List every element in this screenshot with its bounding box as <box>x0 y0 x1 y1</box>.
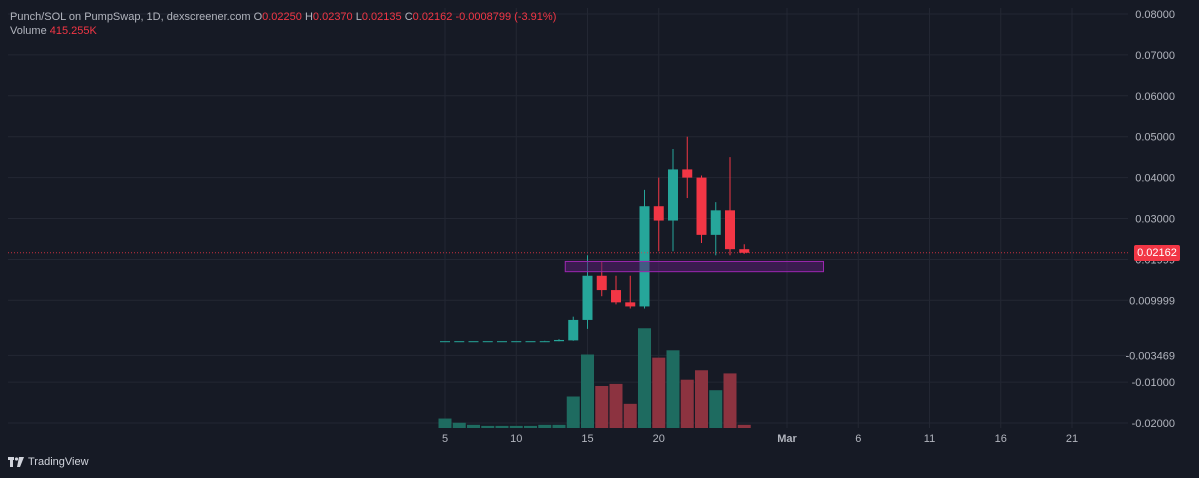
volume-bar <box>623 403 637 428</box>
volume-bar <box>509 425 523 428</box>
x-tick-label: 5 <box>442 433 448 445</box>
y-tick-label: 0.07000 <box>1135 50 1175 62</box>
y-tick-label: -0.01000 <box>1132 377 1175 389</box>
y-tick-label: -0.02000 <box>1132 418 1175 430</box>
x-tick-label: Mar <box>777 433 797 445</box>
x-tick-label: 11 <box>924 433 935 445</box>
candle-body <box>682 169 693 178</box>
volume-line: Volume 415.255K <box>10 24 556 38</box>
tradingview-branding[interactable]: TradingView <box>8 455 89 469</box>
candle-body <box>725 210 735 250</box>
low-value: 0.02135 <box>361 11 402 23</box>
x-tick-label: 20 <box>653 433 665 445</box>
symbol-line: Punch/SOL on PumpSwap, 1D, dexscreener.c… <box>10 11 251 23</box>
x-tick-label: 15 <box>581 433 593 445</box>
volume-bar <box>467 424 480 428</box>
volume-bars <box>438 328 751 428</box>
volume-bar <box>581 354 594 428</box>
candle-body <box>739 249 750 253</box>
x-tick-label: 10 <box>510 433 522 445</box>
grid <box>8 8 1128 428</box>
high-label: H <box>304 11 313 23</box>
candle-body <box>525 341 536 343</box>
high-value: 0.02370 <box>312 11 353 23</box>
open-label: O <box>253 11 263 23</box>
chart-legend: Punch/SOL on PumpSwap, 1D, dexscreener.c… <box>10 10 556 38</box>
volume-bar <box>538 424 552 428</box>
candle-body <box>482 341 493 343</box>
volume-bar <box>737 424 751 428</box>
volume-bar <box>524 425 537 428</box>
overlays <box>8 252 1130 273</box>
x-axis: 5 10 15 20 Mar 6 11 16 21 <box>442 433 1078 445</box>
last-price-label: 0.02162 <box>1134 245 1180 261</box>
volume-bar <box>709 390 723 428</box>
y-axis: 0.08000 0.07000 0.06000 0.05000 0.04000 0.030… <box>1125 9 1175 430</box>
y-tick-label: 0.03000 <box>1135 214 1175 226</box>
candle-body <box>710 210 721 235</box>
candle-body <box>539 341 550 343</box>
open-value: 0.02250 <box>262 11 302 23</box>
candle-body <box>653 206 664 221</box>
tradingview-logo-icon <box>8 457 24 467</box>
volume-bar <box>552 424 566 428</box>
ohlc-line: Punch/SOL on PumpSwap, 1D, dexscreener.c… <box>10 10 556 24</box>
volume-bar <box>481 425 495 428</box>
volume-value: 415.255K <box>49 25 97 37</box>
volume-label: Volume <box>10 25 47 37</box>
candle-body <box>497 341 507 343</box>
close-label: C <box>404 11 413 23</box>
volume-bar <box>609 383 623 428</box>
y-tick-label: 0.08000 <box>1135 9 1175 21</box>
x-tick-label: 16 <box>995 433 1007 445</box>
candle-body <box>596 275 607 291</box>
candle-body <box>611 290 621 303</box>
candle-body <box>582 275 593 320</box>
volume-bar <box>595 386 609 428</box>
y-tick-label: 0.009999 <box>1129 295 1175 307</box>
x-tick-label: 21 <box>1066 433 1078 445</box>
volume-bar <box>452 422 466 428</box>
y-tick-label: -0.003469 <box>1125 350 1175 362</box>
y-tick-label: 0.06000 <box>1135 91 1175 103</box>
close-value: 0.02162 <box>412 11 453 23</box>
candle-body <box>468 341 479 343</box>
volume-bar <box>695 370 708 428</box>
change-value: -0.0008799 (-3.91%) <box>455 11 557 23</box>
support-zone-box <box>564 260 824 273</box>
candle-body <box>639 206 650 307</box>
candle-body <box>511 341 522 343</box>
candle-body <box>440 341 450 343</box>
candle-body <box>568 319 579 341</box>
x-tick-label: 6 <box>855 433 861 445</box>
tradingview-brand-text: TradingView <box>28 456 89 468</box>
volume-bar <box>495 425 509 428</box>
volume-bar <box>652 357 666 428</box>
y-tick-label: 0.04000 <box>1135 173 1175 185</box>
candle-body <box>454 341 465 343</box>
candle-body <box>668 169 678 221</box>
candle-body <box>696 177 707 235</box>
candle-body <box>625 302 636 307</box>
y-tick-label: 0.05000 <box>1135 132 1175 144</box>
volume-bar <box>666 350 680 428</box>
candles <box>440 136 750 343</box>
candle-body <box>554 339 564 342</box>
volume-bar <box>723 373 737 428</box>
low-label: L <box>355 11 362 23</box>
volume-bar <box>638 328 651 428</box>
volume-bar <box>566 396 580 428</box>
volume-bar <box>680 379 694 428</box>
volume-bar <box>438 418 452 428</box>
